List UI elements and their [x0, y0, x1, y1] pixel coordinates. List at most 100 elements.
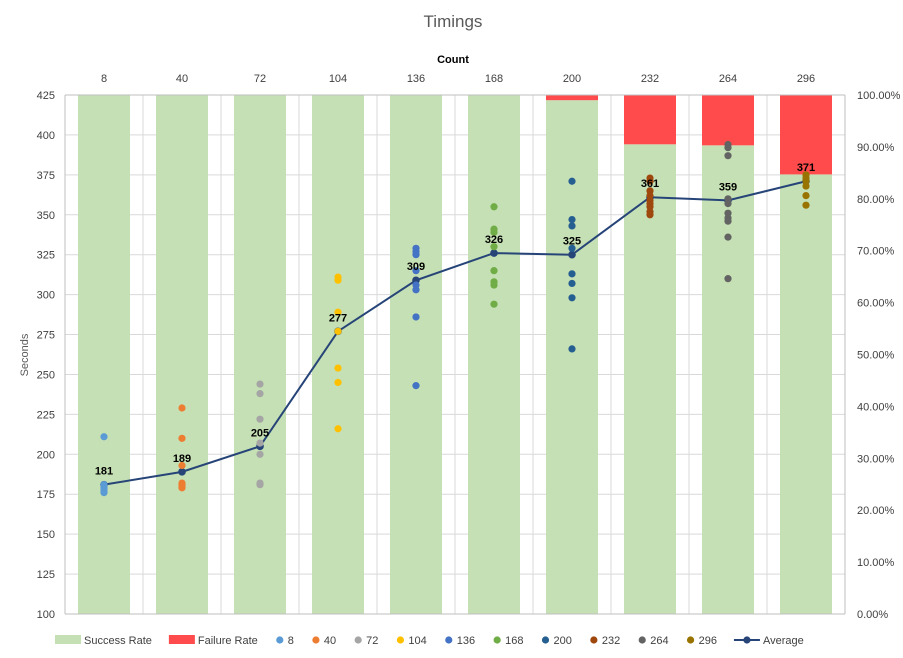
average-data-label: 325	[563, 236, 581, 248]
scatter-point-72	[256, 481, 264, 489]
left-tick-label: 250	[37, 369, 55, 381]
scatter-point-40	[178, 404, 186, 412]
right-tick-label: 40.00%	[857, 401, 895, 413]
right-tick-label: 80.00%	[857, 194, 895, 206]
top-axis-title: Count	[437, 54, 469, 66]
scatter-point-72	[256, 380, 264, 388]
scatter-points	[100, 140, 810, 497]
legend-label: 104	[408, 635, 426, 647]
failure-rate-bar	[624, 95, 676, 145]
category-label: 136	[407, 73, 425, 85]
average-data-label: 359	[719, 181, 737, 193]
right-tick-label: 0.00%	[857, 609, 888, 621]
scatter-point-264	[724, 275, 732, 283]
average-line	[103, 180, 807, 486]
legend-label: 72	[366, 635, 378, 647]
left-tick-label: 175	[37, 489, 55, 501]
success-rate-bar	[546, 100, 598, 614]
scatter-point-296	[802, 182, 810, 190]
scatter-point-200	[568, 244, 576, 252]
scatter-point-264	[724, 144, 732, 152]
scatter-point-136	[412, 267, 420, 275]
scatter-point-200	[568, 345, 576, 353]
right-tick-label: 90.00%	[857, 142, 895, 154]
legend-label: Failure Rate	[198, 635, 258, 647]
legend-swatch-line-marker	[743, 636, 751, 644]
left-tick-label: 275	[37, 330, 55, 342]
average-data-label: 309	[407, 261, 425, 273]
left-tick-label: 300	[37, 290, 55, 302]
right-tick-label: 10.00%	[857, 557, 895, 569]
scatter-point-104	[334, 378, 342, 387]
average-data-label: 277	[329, 312, 347, 324]
axes	[64, 94, 846, 615]
scatter-point-264	[724, 233, 732, 241]
failure-rate-bar	[780, 95, 832, 175]
category-label: 232	[641, 73, 659, 85]
left-tick-label: 375	[37, 170, 55, 182]
legend-swatch-dot	[493, 636, 501, 644]
legend-label: 232	[602, 635, 620, 647]
scatter-point-136	[412, 251, 420, 259]
right-tick-label: 30.00%	[857, 453, 895, 465]
scatter-point-168	[490, 228, 498, 236]
legend-label: 200	[554, 635, 572, 647]
scatter-point-104	[334, 327, 342, 335]
right-tick-label: 70.00%	[857, 246, 895, 258]
right-tick-label: 50.00%	[857, 350, 895, 362]
category-label: 296	[797, 73, 815, 85]
left-tick-label: 200	[37, 449, 55, 461]
rate-bars	[78, 95, 832, 615]
scatter-point-40	[178, 461, 186, 470]
legend-label: 264	[650, 635, 668, 647]
scatter-point-232	[646, 177, 654, 185]
scatter-point-40	[178, 434, 186, 442]
scatter-point-104	[334, 425, 342, 433]
scatter-point-168	[490, 243, 498, 251]
tick-labels: 100 125 150 175 200 225 250 275 300 325 350 375 400 4…	[37, 90, 901, 621]
left-tick-label: 350	[37, 210, 55, 222]
scatter-point-104	[334, 308, 342, 316]
scatter-point-168	[490, 203, 498, 211]
legend-swatch-dot	[541, 636, 550, 644]
left-tick-label: 100	[37, 609, 55, 621]
scatter-point-296	[802, 192, 810, 200]
average-data-label: 361	[641, 178, 659, 190]
legend-swatch-dot	[276, 636, 284, 644]
scatter-point-40	[178, 484, 186, 492]
left-tick-label: 400	[37, 130, 55, 142]
scatter-point-200	[568, 294, 576, 302]
category-label: 104	[329, 73, 347, 85]
scatter-point-8	[100, 489, 108, 497]
scatter-point-264	[724, 152, 732, 160]
success-rate-bar	[780, 174, 832, 615]
category-label: 264	[719, 73, 737, 85]
average-point	[568, 250, 576, 259]
scatter-point-296	[802, 201, 810, 209]
scatter-point-168	[490, 267, 498, 275]
scatter-point-136	[412, 382, 420, 390]
legend-label: Average	[763, 635, 804, 647]
scatter-point-104	[334, 364, 342, 372]
average-point	[490, 249, 498, 257]
legend-swatch-dot	[638, 636, 646, 644]
scatter-point-72	[256, 450, 264, 458]
scatter-point-8	[100, 433, 108, 441]
scatter-point-136	[412, 286, 420, 294]
left-tick-label: 125	[37, 569, 55, 581]
scatter-point-200	[568, 279, 576, 288]
category-label: 40	[176, 73, 188, 85]
scatter-point-200	[568, 215, 576, 224]
scatter-point-72	[256, 439, 264, 447]
legend-label: 40	[324, 635, 336, 647]
legend-swatch-dot	[396, 636, 405, 644]
scatter-point-200	[568, 270, 576, 278]
average-labels: 181 189 205 277 309 326 325 361 359 371	[95, 162, 815, 477]
average-data-label: 326	[485, 234, 503, 246]
legend-swatch-dot	[686, 636, 695, 644]
legend-swatch-dot	[354, 636, 362, 644]
legend-label: 168	[505, 635, 523, 647]
scatter-point-168	[490, 281, 498, 289]
legend-swatch-dot	[590, 636, 598, 644]
right-tick-label: 60.00%	[857, 298, 895, 310]
